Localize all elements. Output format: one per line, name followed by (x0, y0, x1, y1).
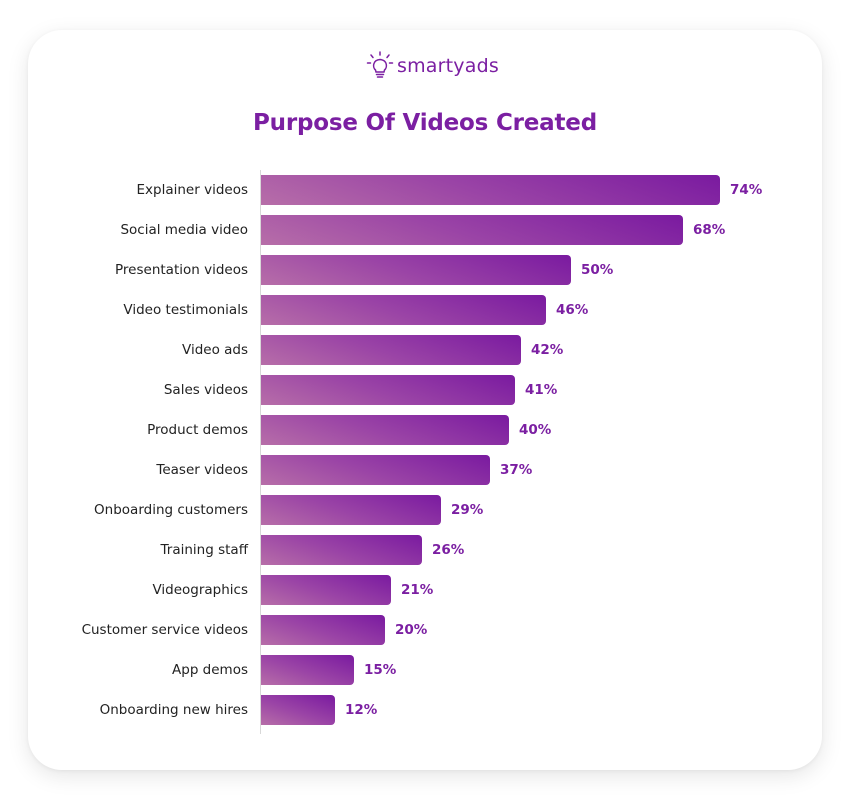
category-label: Onboarding customers (94, 502, 248, 518)
value-label: 68% (693, 222, 726, 238)
category-label: Sales videos (163, 382, 248, 398)
bar-row: Customer service videos 20% (0, 615, 850, 645)
category-label: Videographics (152, 582, 248, 598)
bar (261, 615, 385, 645)
bar-row: Presentation videos 50% (0, 255, 850, 285)
bar-row: App demos 15% (0, 655, 850, 685)
value-label: 37% (500, 462, 533, 478)
value-label: 46% (556, 302, 589, 318)
category-label: Presentation videos (115, 262, 248, 278)
value-label: 15% (364, 662, 397, 678)
value-label: 42% (531, 342, 564, 358)
category-label: Product demos (147, 422, 248, 438)
value-label: 20% (395, 622, 428, 638)
category-label: Onboarding new hires (99, 702, 248, 718)
bar (261, 535, 422, 565)
value-label: 40% (519, 422, 552, 438)
chart-title: Purpose Of Videos Created (253, 110, 597, 136)
value-label: 26% (432, 542, 465, 558)
bar (261, 295, 546, 325)
bar (261, 415, 509, 445)
bar-row: Teaser videos 37% (0, 455, 850, 485)
category-label: Social media video (120, 222, 248, 238)
category-label: Video ads (182, 342, 248, 358)
bar-row: Product demos 40% (0, 415, 850, 445)
category-label: Teaser videos (156, 462, 248, 478)
bar (261, 695, 335, 725)
brand-logo: smartyads (366, 50, 499, 82)
bar (261, 495, 441, 525)
bar-row: Onboarding new hires 12% (0, 695, 850, 725)
value-label: 74% (730, 182, 763, 198)
value-label: 29% (451, 502, 484, 518)
bar-row: Videographics 21% (0, 575, 850, 605)
value-label: 41% (525, 382, 558, 398)
category-label: App demos (172, 662, 248, 678)
bar (261, 655, 354, 685)
bar-row: Video testimonials 46% (0, 295, 850, 325)
bar (261, 175, 720, 205)
bar-row: Explainer videos 74% (0, 175, 850, 205)
bar-row: Video ads 42% (0, 335, 850, 365)
bar (261, 375, 515, 405)
bar (261, 335, 521, 365)
bar-row: Training staff 26% (0, 535, 850, 565)
brand-name: smartyads (397, 55, 499, 77)
bar (261, 255, 571, 285)
bar (261, 455, 490, 485)
lightbulb-icon (366, 51, 394, 81)
value-label: 21% (401, 582, 434, 598)
category-label: Explainer videos (136, 182, 248, 198)
bar-row: Sales videos 41% (0, 375, 850, 405)
category-label: Training staff (160, 542, 248, 558)
bar (261, 575, 391, 605)
bar-row: Social media video 68% (0, 215, 850, 245)
y-axis-line (260, 170, 261, 734)
bar (261, 215, 683, 245)
bar-row: Onboarding customers 29% (0, 495, 850, 525)
value-label: 12% (345, 702, 378, 718)
value-label: 50% (581, 262, 614, 278)
category-label: Video testimonials (123, 302, 248, 318)
category-label: Customer service videos (81, 622, 248, 638)
